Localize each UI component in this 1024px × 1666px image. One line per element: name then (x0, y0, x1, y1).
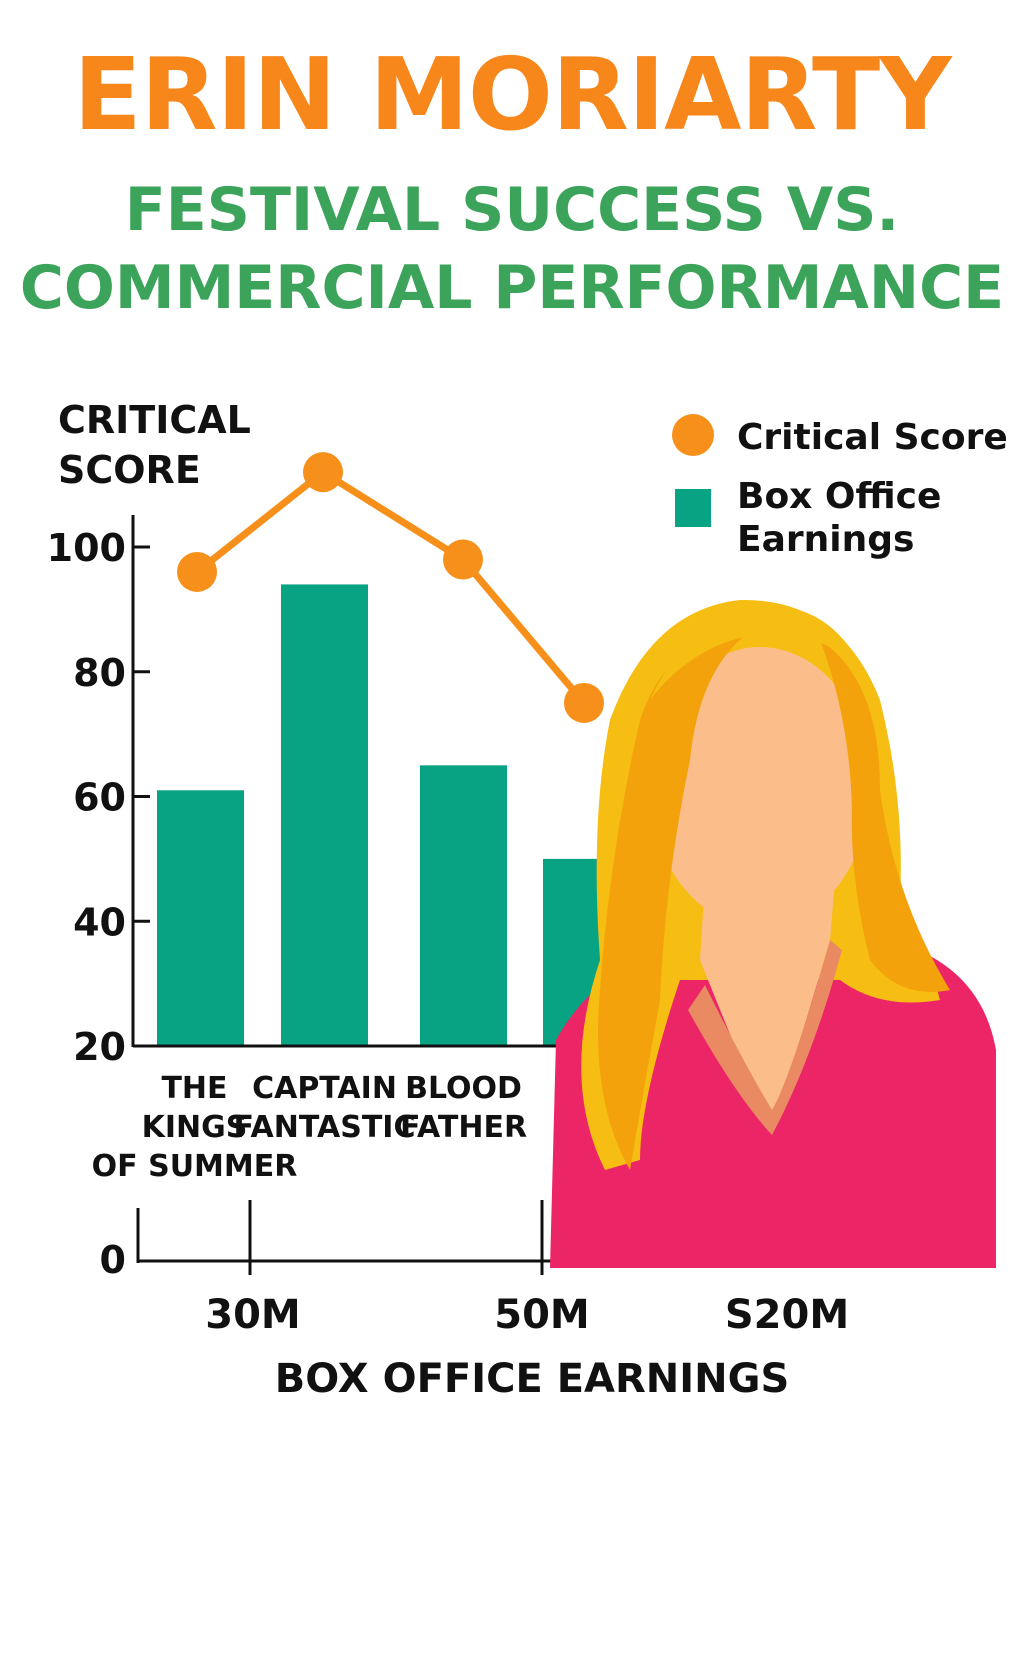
subtitle-line-1: FESTIVAL SUCCESS VS. (124, 175, 900, 245)
critical-score-point (443, 539, 483, 580)
critical-score-point (177, 551, 217, 592)
category-label: THE (161, 1071, 227, 1106)
category-label: KINGS (142, 1110, 248, 1145)
woman-portrait-illustration (550, 599, 996, 1268)
y-tick-label: 80 (73, 651, 126, 695)
hair-strand-right (820, 640, 950, 992)
y-tick-label-zero: 0 (100, 1238, 126, 1282)
neck (700, 880, 835, 1130)
bar-2 (281, 584, 368, 1046)
y-axis-title: SCORE (58, 448, 201, 492)
y-tick-label: 20 (73, 1025, 126, 1069)
category-label: BLOOD (405, 1071, 522, 1106)
hair-strand-left (598, 625, 760, 1170)
bar-1 (157, 790, 244, 1046)
y-tick-label: 60 (73, 776, 126, 820)
category-label: OF SUMMER (92, 1149, 298, 1184)
page-title: ERIN MORIARTY (73, 36, 951, 153)
bar-3 (420, 765, 507, 1046)
critical-score-line (194, 468, 587, 706)
legend-label: Earnings (737, 519, 914, 560)
critical-score-point (564, 682, 604, 723)
y-tick-label: 100 (47, 526, 126, 570)
category-label: FATHER (400, 1110, 527, 1145)
x-tick-label: 50M (494, 1292, 589, 1338)
category-label: CAPTAIN (252, 1071, 397, 1106)
legend-box-office-marker (675, 489, 711, 527)
hair-top (650, 606, 872, 700)
legend-label: Box Office (737, 476, 941, 517)
x-tick-label: 30M (205, 1292, 300, 1338)
critical-score-point (303, 452, 343, 493)
category-label: FANTASTIC (234, 1110, 416, 1145)
collar (688, 940, 842, 1135)
y-axis-title: CRITICAL (58, 398, 251, 442)
x-tick-label: S20M (725, 1292, 849, 1338)
subtitle-line-2: COMMERCIAL PERFORMANCE (19, 253, 1005, 323)
face (650, 647, 870, 927)
legend-critical-score-marker (672, 414, 714, 456)
y-tick-label: 40 (73, 900, 126, 944)
x-axis-title: BOX OFFICE EARNINGS (275, 1356, 790, 1402)
legend-label: Critical Score (737, 417, 1008, 458)
